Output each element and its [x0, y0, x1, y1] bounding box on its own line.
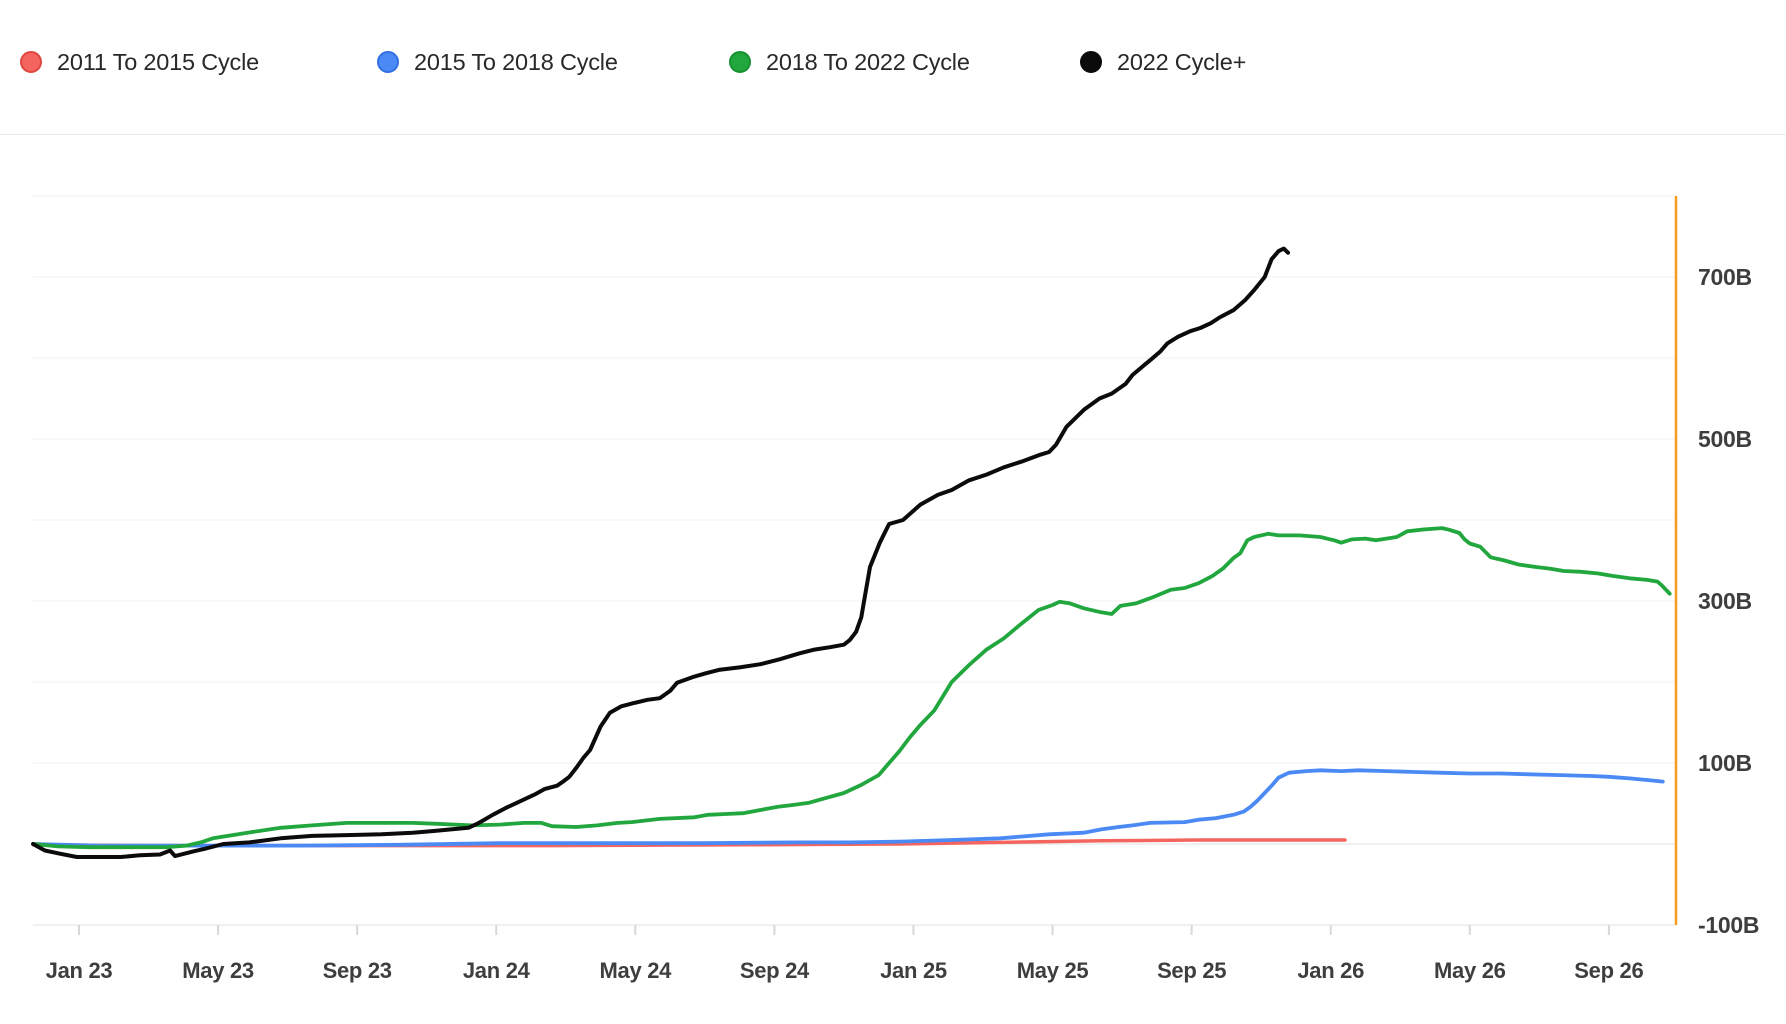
- y-tick-label: 300B: [1698, 588, 1752, 614]
- legend-item-label: 2018 To 2022 Cycle: [766, 48, 970, 75]
- x-tick-label: May 23: [182, 958, 254, 983]
- x-tick-label: Jan 23: [46, 958, 113, 983]
- y-tick-label: 700B: [1698, 264, 1752, 290]
- x-tick-label: May 25: [1017, 958, 1089, 983]
- y-tick-label: -100B: [1698, 912, 1759, 938]
- legend-dot-icon: [20, 51, 42, 73]
- series-line-2018-to-2022-cycle[interactable]: [31, 526, 1672, 850]
- x-tick-label: Sep 24: [740, 958, 810, 983]
- x-tick-label: Jan 25: [880, 958, 947, 983]
- x-tick-label: May 26: [1434, 958, 1506, 983]
- legend-item-1[interactable]: 2011 To 2015 Cycle: [20, 40, 259, 84]
- x-tick-label: Sep 23: [323, 958, 392, 983]
- legend-item-label: 2011 To 2015 Cycle: [57, 48, 259, 75]
- x-tick-label: Sep 25: [1157, 958, 1226, 983]
- legend-item-3[interactable]: 2018 To 2022 Cycle: [729, 40, 970, 84]
- x-tick-label: May 24: [600, 958, 673, 983]
- y-tick-label: 500B: [1698, 426, 1752, 452]
- legend-divider: [0, 134, 1786, 135]
- legend-item-4[interactable]: 2022 Cycle+: [1080, 40, 1246, 84]
- series-line-2022-cycle-[interactable]: [31, 246, 1290, 859]
- legend-item-2[interactable]: 2015 To 2018 Cycle: [377, 40, 618, 84]
- y-tick-label: 100B: [1698, 750, 1752, 776]
- x-tick-label: Sep 26: [1574, 958, 1643, 983]
- x-tick-label: Jan 24: [463, 958, 531, 983]
- legend-dot-icon: [377, 51, 399, 73]
- series-line-2015-to-2018-cycle[interactable]: [31, 768, 1665, 848]
- legend-dot-icon: [729, 51, 751, 73]
- legend-item-label: 2022 Cycle+: [1117, 48, 1247, 75]
- legend-item-label: 2015 To 2018 Cycle: [414, 48, 618, 75]
- legend-dot-icon: [1080, 51, 1102, 73]
- x-tick-label: Jan 26: [1297, 958, 1364, 983]
